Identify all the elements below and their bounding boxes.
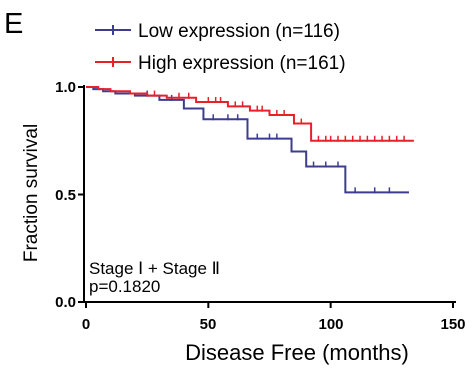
x-tick-label-0: 0 <box>82 316 90 333</box>
y-tick-label-0: 0.0 <box>55 294 76 311</box>
legend-label-high: High expression (n=161) <box>138 53 346 74</box>
legend: Low expression (n=116) High expression (… <box>95 21 346 74</box>
y-tick-label-1: 1.0 <box>55 79 76 96</box>
x-tick-label-50: 50 <box>200 316 217 333</box>
y-tick-label-0.5: 0.5 <box>55 187 76 204</box>
annotation-stage: Stage Ⅰ + Stage Ⅱ <box>89 259 220 278</box>
survival-curve-high <box>86 86 414 142</box>
y-axis-title: Fraction survival <box>21 124 42 262</box>
plot-area <box>86 86 414 194</box>
tick-marks <box>78 86 454 308</box>
x-axis-title: Disease Free (months) <box>185 340 409 365</box>
x-tick-label-150: 150 <box>440 316 465 333</box>
annotation-pvalue: p=0.1820 <box>89 277 160 296</box>
legend-label-low: Low expression (n=116) <box>138 21 340 42</box>
panel-label: E <box>4 8 23 40</box>
survival-curve-low <box>86 86 409 194</box>
x-tick-label-100: 100 <box>318 316 343 333</box>
